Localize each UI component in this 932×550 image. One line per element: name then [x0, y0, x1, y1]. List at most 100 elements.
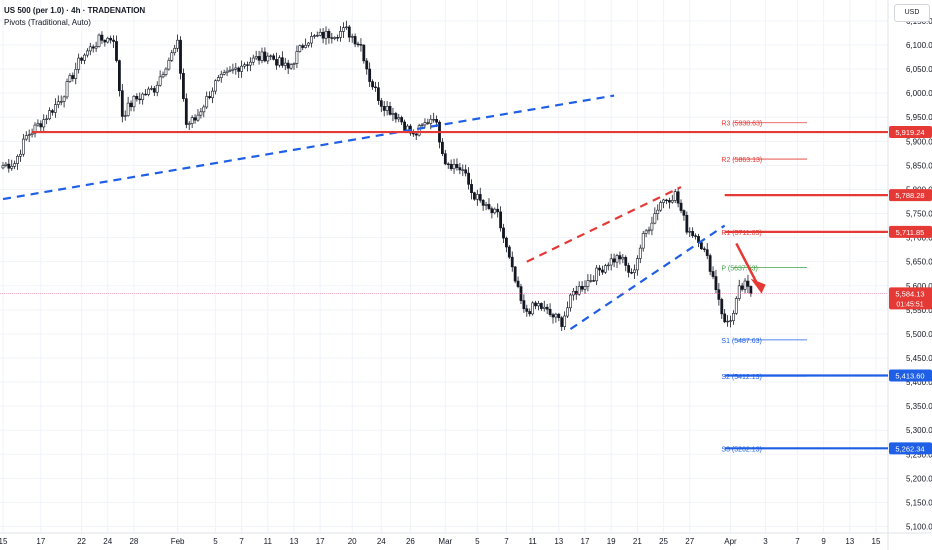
candle-body-down [374, 86, 377, 89]
candle [199, 107, 203, 119]
candle [659, 200, 663, 212]
candle [266, 52, 270, 65]
candle [551, 312, 555, 324]
candle [362, 44, 366, 64]
candle-body-down [490, 208, 494, 214]
candle [580, 281, 584, 292]
candle [184, 93, 188, 129]
candle-body-up [461, 169, 465, 171]
candle-body-down [301, 45, 305, 48]
x-tick-label: 9 [821, 537, 826, 546]
candle-body-down [280, 57, 284, 66]
candle-body-up [53, 104, 57, 113]
candle-body-up [266, 55, 270, 62]
candle [289, 63, 293, 70]
candle [182, 68, 185, 102]
candle [574, 285, 578, 300]
candle-body-up [554, 313, 558, 318]
candle-body-down [455, 164, 459, 168]
candle [42, 114, 46, 131]
candle-body-up [595, 267, 599, 282]
candle-body-up [48, 110, 51, 120]
candle-body-up [586, 280, 590, 287]
candle [534, 300, 537, 310]
candle-body-down [246, 64, 249, 66]
candle [312, 34, 316, 39]
candles [1, 20, 753, 331]
candle [537, 300, 540, 311]
indicator-label: Pivots (Traditional, Auto) [4, 18, 91, 27]
horizontal-levels: 5,919.24 5,788.28 5,711.85 5,413.60 5,262.34 [32, 126, 932, 455]
candle [24, 131, 28, 141]
candle [470, 179, 473, 200]
candle [106, 36, 110, 44]
candle-body-down [321, 31, 325, 39]
candle-body-up [199, 111, 203, 116]
candle-body-down [705, 249, 709, 256]
candle [714, 269, 718, 294]
candle [100, 31, 104, 44]
candle-body-up [228, 69, 232, 72]
candle-body-down [510, 256, 514, 268]
candle [638, 244, 642, 264]
candle-body-down [749, 286, 753, 294]
candle [65, 78, 69, 100]
candle-body-down [487, 204, 491, 209]
pivot-label: R1 (5711.85) [721, 230, 761, 237]
candle-body-down [548, 308, 552, 315]
candle [624, 255, 628, 272]
candle [13, 160, 17, 170]
candle-body-up [141, 93, 145, 101]
candle-body-down [394, 113, 398, 120]
candle [315, 31, 319, 38]
candle-body-down [184, 98, 188, 125]
candle [452, 158, 456, 174]
candle [379, 97, 383, 112]
candle [88, 42, 92, 56]
candle [630, 268, 633, 275]
candle-body-up [158, 76, 162, 86]
trendlines [2, 94, 726, 331]
candle-body-up [350, 36, 354, 38]
candle-body-up [254, 56, 258, 59]
level-tag-label: 5,262.34 [895, 444, 924, 453]
candle-body-down [257, 56, 261, 61]
candle-body-up [307, 42, 310, 46]
currency-button[interactable]: USD [894, 4, 930, 22]
candle [118, 59, 121, 97]
candle-body-up [566, 307, 569, 317]
candle-body-down [286, 62, 290, 69]
candle [39, 120, 43, 133]
candle-body-up [662, 199, 665, 203]
candle [665, 198, 668, 205]
x-tick-label: 17 [36, 537, 45, 546]
candle [464, 164, 468, 177]
candle-body-up [211, 90, 214, 99]
candle-body-down [496, 208, 500, 213]
candle-body-down [708, 255, 712, 272]
level-tag-bg [889, 126, 932, 139]
candle [187, 121, 191, 130]
candle [321, 28, 325, 44]
y-tick-label: 5,400.00 [906, 378, 932, 387]
candle [525, 304, 529, 317]
candle [141, 92, 145, 105]
candle [129, 100, 133, 112]
candle-body-up [251, 57, 255, 63]
candle-body-up [659, 202, 663, 211]
candle [708, 253, 712, 276]
candle-body-up [397, 117, 401, 120]
candle [679, 199, 683, 214]
y-tick-label: 5,450.00 [906, 354, 932, 363]
candle-body-up [243, 64, 246, 67]
candle [473, 191, 476, 201]
candle [615, 253, 619, 269]
candle-body-up [670, 200, 674, 203]
candle [682, 209, 686, 221]
level-tag-bg [889, 225, 932, 238]
candle-body-down [592, 280, 596, 282]
candle-body-down [208, 96, 212, 99]
candle-body-down [129, 102, 133, 108]
candle-body-down [365, 60, 369, 70]
candle [528, 308, 532, 317]
